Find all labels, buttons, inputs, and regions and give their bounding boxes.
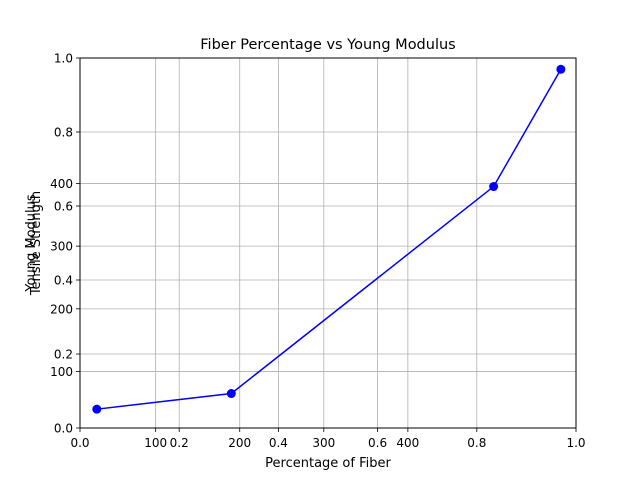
x-tick-label: 100 [144,436,167,450]
x-tick-label-overlay: 0.0 [70,436,89,450]
data-point [92,404,102,414]
x-tick-label-overlay: 0.8 [467,436,486,450]
y-tick-label: 400 [50,177,73,191]
y-tick-label-overlay: 0.0 [54,422,73,436]
y-tick-label-overlay: 1.0 [54,52,73,66]
x-tick-label-overlay: 1.0 [566,436,585,450]
y-tick-label-overlay: 0.6 [54,200,73,214]
x-tick-label: 400 [396,436,419,450]
x-tick-label-overlay: 0.2 [170,436,189,450]
y-tick-label-overlay: 0.8 [54,126,73,140]
y-tick-label-overlay: 0.4 [54,274,73,288]
y-tick-label: 100 [50,365,73,379]
x-axis-label: Percentage of Fiber [265,456,391,471]
x-tick-label-overlay: 0.4 [269,436,288,450]
data-point [556,64,566,74]
series-line [96,68,562,410]
y-axis-label: Young Modulus [24,194,39,293]
y-tick-label: 300 [50,240,73,254]
data-point [226,389,236,399]
plot-frame [79,57,577,429]
x-tick-label: 200 [228,436,251,450]
series-layer [92,64,566,414]
ticks-layer: 100 200 300 400 100 200 300 400 0.0 0.2 0.4 0.6 0.8 1… [50,52,585,451]
y-axis-label-overlay: Tensile Strength [29,191,44,296]
x-tick-label-overlay: 0.6 [368,436,387,450]
y-tick-label-overlay: 0.2 [54,348,73,362]
y-tick-label: 200 [50,302,73,316]
chart-title: Fiber Percentage vs Young Modulus [200,37,455,53]
x-tick-label: 300 [312,436,335,450]
data-point [489,182,499,192]
